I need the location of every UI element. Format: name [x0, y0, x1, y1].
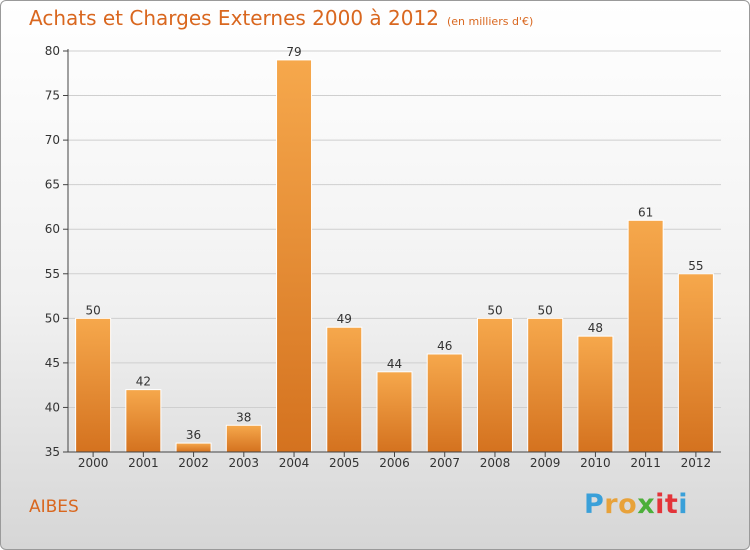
- x-tick-labels: 2000 2001 2002 2003 2004 2005 2006 2007 2008 2009…: [78, 452, 711, 470]
- y-tick-label: 65: [45, 178, 60, 192]
- x-tick-label: 2004: [279, 456, 310, 470]
- y-tick-label: 60: [45, 222, 60, 236]
- bar-2009: [527, 317, 564, 453]
- data-label: 36: [186, 428, 201, 442]
- x-tick-label: 2012: [681, 456, 712, 470]
- chart-subtitle: (en milliers d'€): [446, 15, 534, 28]
- logo-letter: o: [618, 489, 638, 520]
- logo-letter: P: [584, 489, 605, 520]
- bar-2000: [75, 317, 112, 453]
- x-tick-label: 2003: [229, 456, 260, 470]
- bar-2011: [627, 219, 664, 453]
- data-label: 50: [85, 303, 100, 317]
- bar-2006: [376, 371, 413, 453]
- y-tick-label: 75: [45, 89, 60, 103]
- x-tick-label: 2001: [128, 456, 159, 470]
- data-label: 44: [387, 357, 402, 371]
- data-label: 42: [136, 375, 151, 389]
- data-label: 50: [538, 303, 553, 317]
- logo-letter: t: [664, 489, 679, 520]
- y-tick-labels: 35 40 45 50 55 60 65 70 75 80: [45, 44, 60, 459]
- logo-letter: r: [604, 489, 619, 520]
- town-name: AIBES: [29, 497, 79, 517]
- title-text: Achats et Charges Externes 2000 à 2012: [29, 6, 439, 30]
- proxiti-logo: Proxiti: [584, 489, 688, 520]
- x-tick-label: 2007: [429, 456, 460, 470]
- x-tick-label: 2011: [630, 456, 661, 470]
- y-tick-label: 70: [45, 133, 60, 147]
- bar-2007: [426, 353, 463, 453]
- logo-letter: i: [655, 489, 665, 520]
- y-tick-label: 55: [45, 267, 60, 281]
- x-tick-label: 2005: [329, 456, 360, 470]
- y-tick-label: 80: [45, 44, 60, 58]
- bars: [75, 59, 714, 453]
- bar-2001: [125, 389, 162, 453]
- bar-2012: [677, 273, 714, 453]
- chart-title: Achats et Charges Externes 2000 à 2012 (e…: [29, 6, 533, 30]
- logo-letter: x: [637, 489, 656, 520]
- data-label: 55: [688, 259, 703, 273]
- y-tick-label: 35: [45, 445, 60, 459]
- data-labels: 50 42 36 38 79 49 44 46 50 50 48 61 55: [85, 45, 703, 442]
- bar-2002: [175, 442, 212, 453]
- data-label: 38: [236, 410, 251, 424]
- data-label: 79: [286, 45, 301, 59]
- data-label: 50: [487, 303, 502, 317]
- x-tick-label: 2010: [580, 456, 611, 470]
- bar-2003: [225, 424, 262, 453]
- x-tick-label: 2006: [379, 456, 410, 470]
- y-tick-label: 45: [45, 356, 60, 370]
- data-label: 48: [588, 321, 603, 335]
- y-tick-label: 40: [45, 400, 60, 414]
- bar-2008: [476, 317, 513, 453]
- bar-2004: [276, 59, 313, 453]
- x-tick-label: 2008: [480, 456, 511, 470]
- bar-2010: [577, 335, 614, 453]
- bar-2005: [326, 326, 363, 453]
- data-label: 46: [437, 339, 452, 353]
- logo-letter: i: [678, 489, 689, 520]
- x-tick-label: 2000: [78, 456, 109, 470]
- y-tick-label: 50: [45, 311, 60, 325]
- x-tick-label: 2002: [178, 456, 209, 470]
- data-label: 61: [638, 205, 653, 219]
- data-label: 49: [337, 312, 352, 326]
- x-tick-label: 2009: [530, 456, 561, 470]
